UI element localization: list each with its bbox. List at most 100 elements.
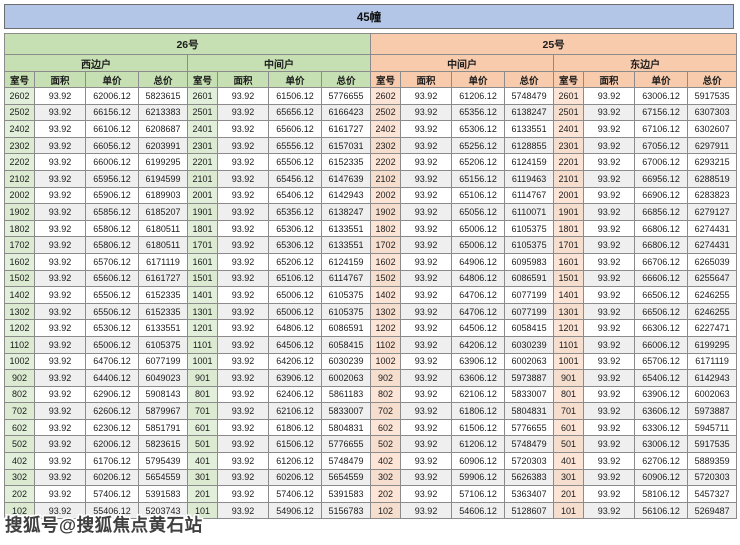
value-cell: 65206.12 [451, 153, 506, 171]
value-cell: 65506.12 [85, 286, 139, 304]
value-cell: 93.92 [400, 203, 453, 221]
value-cell: 65006.12 [451, 236, 506, 254]
room-cell: 801 [553, 385, 585, 404]
value-cell: 93.92 [583, 153, 636, 171]
table-row: 802 93.92 62906.12 5908143 801 93.92 62406.12 5… [4, 385, 738, 404]
value-cell: 5654559 [138, 468, 188, 487]
value-cell: 93.92 [583, 385, 636, 404]
building-25-header: 25号 [370, 33, 738, 55]
value-cell: 57406.12 [268, 485, 322, 503]
table-row: 502 93.92 62006.12 5823615 501 93.92 61506.12 5… [4, 435, 738, 454]
value-cell: 62606.12 [85, 402, 139, 420]
value-cell: 6105375 [138, 335, 188, 354]
room-cell: 301 [553, 468, 585, 487]
value-cell: 5889359 [687, 452, 738, 470]
value-cell: 93.92 [583, 468, 636, 487]
value-cell: 58106.12 [634, 485, 689, 503]
value-cell: 6105375 [504, 236, 555, 254]
value-cell: 6002063 [504, 352, 555, 371]
value-cell: 5973887 [687, 402, 738, 420]
value-cell: 5879967 [138, 402, 188, 420]
value-cell: 64206.12 [451, 335, 506, 354]
value-cell: 6086591 [504, 269, 555, 288]
col-header-group1-2: 单价 [268, 71, 322, 88]
room-cell: 1001 [553, 352, 585, 371]
value-cell: 6002063 [687, 385, 738, 404]
value-cell: 63906.12 [634, 385, 689, 404]
value-cell: 6297911 [687, 136, 738, 155]
value-cell: 93.92 [217, 418, 269, 437]
value-cell: 5861183 [320, 385, 372, 404]
value-cell: 6124159 [504, 153, 555, 171]
value-cell: 5269487 [687, 501, 738, 520]
value-cell: 5626383 [504, 468, 555, 487]
value-cell: 93.92 [400, 252, 453, 271]
value-cell: 64406.12 [85, 369, 139, 387]
value-cell: 65956.12 [85, 169, 139, 188]
value-cell: 65256.12 [451, 136, 506, 155]
room-cell: 2601 [553, 87, 585, 105]
value-cell: 62006.12 [85, 435, 139, 454]
room-cell: 2001 [187, 186, 218, 205]
col-header-group1-3: 总价 [320, 71, 372, 88]
value-cell: 6049023 [138, 369, 188, 387]
value-cell: 6161727 [320, 120, 372, 138]
value-cell: 93.92 [400, 319, 453, 337]
value-cell: 93.92 [217, 236, 269, 254]
value-cell: 66806.12 [634, 219, 689, 238]
room-cell: 401 [187, 452, 218, 470]
value-cell: 56106.12 [634, 501, 689, 520]
value-cell: 93.92 [217, 402, 269, 420]
room-cell: 401 [553, 452, 585, 470]
value-cell: 6274431 [687, 219, 738, 238]
room-cell: 302 [370, 468, 402, 487]
value-cell: 93.92 [583, 501, 636, 520]
value-cell: 66506.12 [634, 286, 689, 304]
value-cell: 65606.12 [268, 120, 322, 138]
room-cell: 501 [553, 435, 585, 454]
value-cell: 93.92 [34, 169, 86, 188]
room-cell: 2301 [553, 136, 585, 155]
value-cell: 6138247 [504, 103, 555, 122]
value-cell: 6133551 [320, 219, 372, 238]
value-cell: 6166423 [320, 103, 372, 122]
value-cell: 93.92 [217, 468, 269, 487]
value-cell: 66306.12 [634, 319, 689, 337]
value-cell: 93.92 [400, 468, 453, 487]
value-cell: 57406.12 [85, 485, 139, 503]
value-cell: 93.92 [34, 87, 86, 105]
value-cell: 67006.12 [634, 153, 689, 171]
room-cell: 2302 [4, 136, 35, 155]
value-cell: 93.92 [217, 153, 269, 171]
room-cell: 1601 [187, 252, 218, 271]
value-cell: 93.92 [400, 352, 453, 371]
value-cell: 93.92 [34, 120, 86, 138]
value-cell: 93.92 [34, 269, 86, 288]
value-cell: 93.92 [400, 136, 453, 155]
value-cell: 62906.12 [85, 385, 139, 404]
value-cell: 93.92 [583, 418, 636, 437]
room-cell: 402 [4, 452, 35, 470]
value-cell: 93.92 [217, 136, 269, 155]
value-cell: 65106.12 [451, 186, 506, 205]
value-cell: 93.92 [34, 435, 86, 454]
value-cell: 65406.12 [634, 369, 689, 387]
room-cell: 2301 [187, 136, 218, 155]
room-cell: 1501 [553, 269, 585, 288]
value-cell: 64806.12 [451, 269, 506, 288]
room-cell: 2402 [4, 120, 35, 138]
value-cell: 66006.12 [85, 153, 139, 171]
value-cell: 5748479 [504, 87, 555, 105]
value-cell: 93.92 [583, 169, 636, 188]
value-cell: 5776655 [320, 87, 372, 105]
value-cell: 61206.12 [451, 87, 506, 105]
value-cell: 5823615 [138, 435, 188, 454]
table-row: 2602 93.92 62006.12 5823615 2601 93.92 61506.1… [4, 87, 738, 105]
value-cell: 5804831 [320, 418, 372, 437]
table-row: 902 93.92 64406.12 6049023 901 93.92 63906.12 6… [4, 369, 738, 387]
room-cell: 601 [187, 418, 218, 437]
value-cell: 93.92 [34, 186, 86, 205]
value-cell: 65006.12 [268, 286, 322, 304]
value-cell: 93.92 [217, 169, 269, 188]
value-cell: 5795439 [138, 452, 188, 470]
